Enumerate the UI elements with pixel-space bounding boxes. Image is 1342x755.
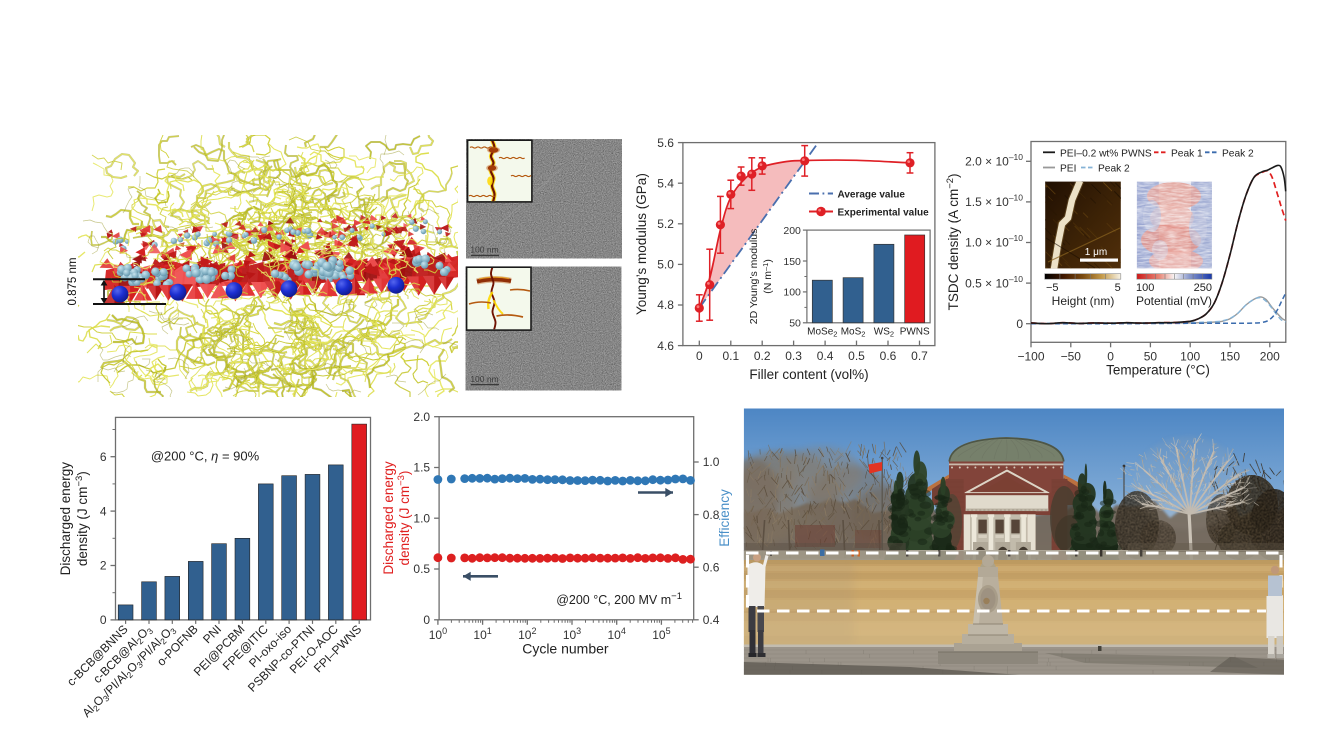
svg-text:Cycle number: Cycle number (522, 641, 609, 657)
svg-text:1.5: 1.5 (413, 461, 430, 475)
svg-text:1.0 × 10–10: 1.0 × 10–10 (965, 233, 1023, 250)
svg-text:Potential (mV): Potential (mV) (1136, 294, 1212, 308)
svg-text:5.4: 5.4 (657, 176, 674, 190)
svg-text:0.2: 0.2 (754, 349, 771, 363)
svg-text:0.7: 0.7 (911, 349, 928, 363)
svg-text:Peak 2: Peak 2 (1098, 164, 1130, 175)
svg-text:MoSe2: MoSe2 (807, 326, 837, 338)
svg-text:0.6: 0.6 (703, 560, 720, 574)
svg-text:Discharged energy: Discharged energy (58, 462, 73, 576)
svg-text:2: 2 (100, 559, 107, 573)
svg-text:0.4: 0.4 (703, 613, 720, 627)
svg-text:100: 100 (429, 626, 447, 642)
svg-text:0: 0 (696, 349, 703, 363)
svg-text:Young’s modulus (GPa): Young’s modulus (GPa) (634, 173, 649, 315)
svg-text:PEI: PEI (1060, 164, 1076, 175)
svg-text:Filler content (vol%): Filler content (vol%) (749, 367, 868, 382)
svg-text:Peak 2: Peak 2 (1222, 148, 1254, 159)
svg-text:200: 200 (783, 225, 801, 237)
svg-text:5.2: 5.2 (657, 217, 674, 231)
svg-text:100: 100 (783, 287, 801, 299)
svg-text:Experimental value: Experimental value (838, 207, 930, 218)
svg-text:0.4: 0.4 (817, 349, 834, 363)
svg-text:−50: −50 (1061, 349, 1082, 363)
svg-text:5: 5 (1115, 282, 1121, 294)
svg-text:2.0 × 10–10: 2.0 × 10–10 (965, 152, 1023, 169)
svg-text:0.3: 0.3 (785, 349, 802, 363)
svg-text:(N m–1): (N m–1) (761, 259, 774, 294)
svg-text:Efficiency: Efficiency (717, 489, 732, 547)
svg-text:@200 °C, η = 90%: @200 °C, η = 90% (151, 449, 260, 464)
svg-text:TSDC density (A cm−2): TSDC density (A cm−2) (945, 173, 961, 310)
svg-text:0.5: 0.5 (413, 562, 430, 576)
svg-text:Temperature (°C): Temperature (°C) (1106, 363, 1210, 378)
svg-text:101: 101 (473, 626, 491, 642)
svg-text:150: 150 (1220, 349, 1240, 363)
svg-text:104: 104 (608, 626, 626, 642)
svg-text:−100: −100 (1017, 349, 1044, 363)
svg-text:200: 200 (1260, 349, 1280, 363)
svg-text:Average value: Average value (838, 189, 906, 200)
svg-text:100 nm: 100 nm (470, 374, 498, 384)
svg-text:Discharged energy: Discharged energy (381, 461, 396, 575)
svg-text:0.875 nm: 0.875 nm (67, 258, 79, 306)
svg-text:1 μm: 1 μm (1085, 247, 1107, 258)
svg-text:WS2: WS2 (874, 326, 894, 338)
svg-text:density (J cm−3): density (J cm−3) (74, 471, 90, 566)
svg-text:Height (nm): Height (nm) (1052, 294, 1115, 308)
svg-text:103: 103 (563, 626, 581, 642)
svg-text:250: 250 (1194, 282, 1212, 294)
svg-text:4.8: 4.8 (657, 298, 674, 312)
svg-text:1.5 × 10–10: 1.5 × 10–10 (965, 193, 1023, 210)
svg-text:0.5: 0.5 (848, 349, 865, 363)
svg-text:100 nm: 100 nm (470, 245, 498, 255)
svg-text:0: 0 (1016, 317, 1023, 331)
svg-text:1.0: 1.0 (703, 455, 720, 469)
svg-text:100: 100 (1180, 349, 1200, 363)
svg-text:PWNS: PWNS (900, 326, 930, 337)
svg-text:0.8: 0.8 (703, 508, 720, 522)
svg-text:5.0: 5.0 (657, 258, 674, 272)
svg-text:102: 102 (518, 626, 536, 642)
svg-text:2D Young’s modulus: 2D Young’s modulus (748, 229, 760, 325)
svg-text:0: 0 (1107, 349, 1114, 363)
svg-text:Peak 1: Peak 1 (1171, 148, 1203, 159)
svg-text:150: 150 (783, 256, 801, 268)
svg-text:4.6: 4.6 (657, 339, 674, 353)
svg-text:MoS2: MoS2 (841, 326, 866, 338)
svg-text:1.0: 1.0 (413, 512, 430, 526)
svg-text:0.6: 0.6 (880, 349, 897, 363)
svg-text:5.6: 5.6 (657, 136, 674, 150)
svg-text:4: 4 (100, 504, 107, 518)
svg-text:0.5 × 10–10: 0.5 × 10–10 (965, 274, 1023, 291)
svg-text:0: 0 (423, 613, 430, 627)
svg-text:6: 6 (100, 450, 107, 464)
svg-text:0.1: 0.1 (722, 349, 739, 363)
svg-text:100: 100 (1136, 282, 1154, 294)
svg-text:105: 105 (652, 626, 670, 642)
svg-text:PEI–0.2 wt% PWNS: PEI–0.2 wt% PWNS (1060, 148, 1152, 159)
svg-text:density (J cm−3): density (J cm−3) (396, 471, 412, 566)
svg-text:−5: −5 (1046, 282, 1059, 294)
svg-text:2.0: 2.0 (413, 410, 430, 424)
svg-text:50: 50 (789, 318, 801, 330)
svg-text:0: 0 (100, 613, 107, 627)
svg-text:@200 °C, 200 MV m−1: @200 °C, 200 MV m−1 (556, 591, 682, 607)
svg-text:50: 50 (1144, 349, 1158, 363)
